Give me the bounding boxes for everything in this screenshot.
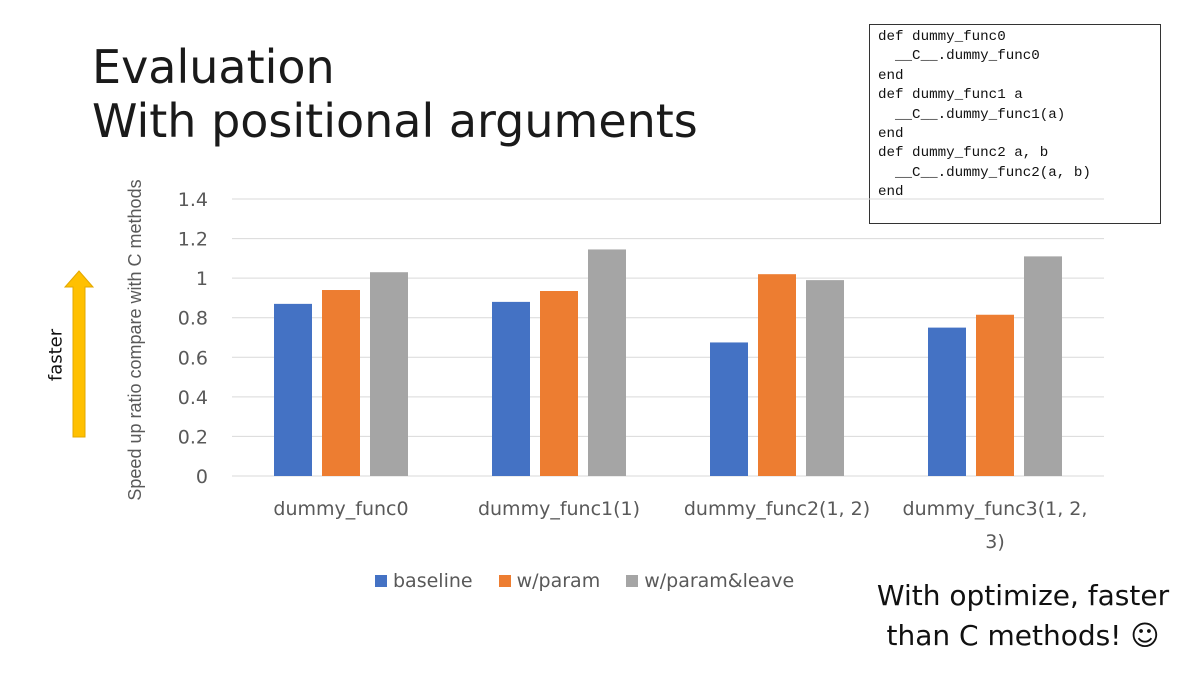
legend-item-baseline: baseline [375,570,473,592]
code-line: __C__.dummy_func2(a, b) [878,164,1091,181]
code-line: end [878,126,904,143]
code-line: __C__.dummy_func0 [878,48,1040,65]
y-tick-label: 1 [196,268,208,290]
legend-item-w-param: w/param [498,570,601,592]
arrow-shape [64,270,94,438]
code-line: def dummy_func2 a, b [878,145,1049,162]
code-line: end [878,67,904,84]
legend-swatch [375,575,387,587]
up-arrow-icon [64,270,94,438]
bar-baseline-2 [710,342,748,476]
category-label: dummy_func1(1) [477,498,641,520]
y-tick-label: 0.6 [178,347,208,369]
bar-baseline-3 [928,327,966,476]
bar-w-param-leave-2 [806,280,844,476]
category-label: dummy_func0 [273,498,409,520]
title-line-1: Evaluation [92,40,335,94]
legend-item-w-param-leave: w/param&leave [626,570,794,592]
chart-legend: baseline w/param w/param&leave [375,569,820,593]
legend-swatch [498,575,511,587]
code-line: end [878,184,904,201]
bar-w-param-2 [758,274,796,476]
bar-w-param-1 [540,291,578,476]
code-line: def dummy_func1 a [878,87,1023,104]
legend-label: w/param&leave [644,570,795,592]
y-tick-label: 1.4 [178,189,208,211]
y-tick-label: 1.2 [178,229,208,251]
category-label: dummy_func3(1, 2, 3) [902,498,1088,553]
slide-title: Evaluation With positional arguments [92,40,698,148]
bar-baseline-0 [274,303,312,476]
bar-w-param-3 [976,314,1014,476]
bar-baseline-1 [492,301,530,476]
y-tick-label: 0.4 [178,387,208,409]
title-line-2: With positional arguments [92,94,698,148]
bar-w-param-leave-3 [1024,256,1062,476]
bar-w-param-0 [322,290,360,476]
bar-w-param-leave-1 [588,249,626,476]
bar-w-param-leave-0 [370,272,408,476]
code-line: def dummy_func0 [878,29,1006,45]
y-tick-label: 0.2 [178,426,208,448]
legend-swatch [626,575,639,587]
code-snippet: def dummy_func0 __C__.dummy_func0 end de… [869,24,1161,224]
y-tick-label: 0 [196,466,208,488]
code-line: __C__.dummy_func1(a) [878,106,1066,123]
conclusion-note: With optimize, faster than C methods! ☺ [876,579,1170,652]
y-tick-label: 0.8 [178,308,208,330]
legend-label: w/param [516,570,601,592]
legend-label: baseline [393,570,473,592]
category-label: dummy_func2(1, 2) [683,498,871,520]
